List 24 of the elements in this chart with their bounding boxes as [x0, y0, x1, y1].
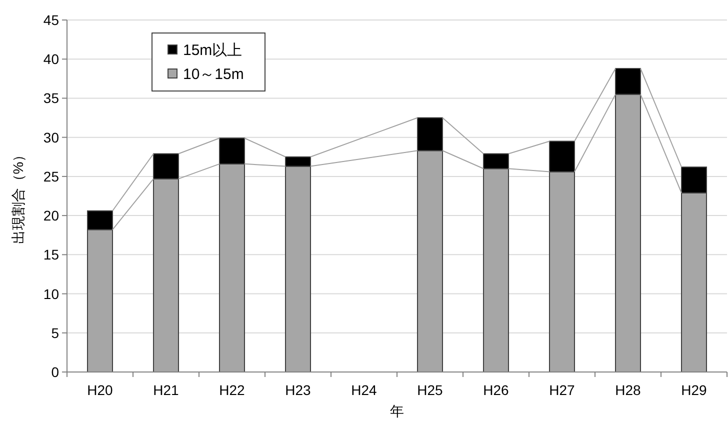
x-tick-label: H25 [417, 382, 444, 398]
y-tick-label: 35 [43, 90, 60, 106]
x-tick-label: H24 [351, 382, 378, 398]
x-tick-label: H23 [285, 382, 312, 398]
y-tick-label: 45 [43, 12, 60, 28]
x-tick-label: H28 [615, 382, 642, 398]
y-tick-label: 20 [43, 208, 60, 224]
y-axis-title: 出現割合（%） [10, 148, 26, 244]
y-tick-label: 40 [43, 51, 60, 68]
x-tick-label: H20 [87, 382, 114, 398]
x-tick-label: H27 [549, 382, 576, 398]
y-tick-label: 10 [43, 286, 60, 302]
y-tick-label: 25 [43, 168, 60, 184]
x-tick-label: H21 [153, 382, 180, 398]
legend-label: 15m以上 [183, 42, 242, 59]
y-tick-label: 5 [51, 324, 60, 341]
x-tick-label: H22 [219, 382, 246, 398]
x-axis-title: 年 [390, 403, 404, 419]
legend-label: 10～15m [183, 66, 244, 83]
x-tick-label: H29 [681, 382, 708, 398]
x-tick-label: H26 [483, 382, 510, 398]
y-tick-label: 30 [43, 129, 60, 146]
y-tick-label: 0 [51, 364, 60, 380]
y-tick-label: 15 [43, 246, 60, 263]
